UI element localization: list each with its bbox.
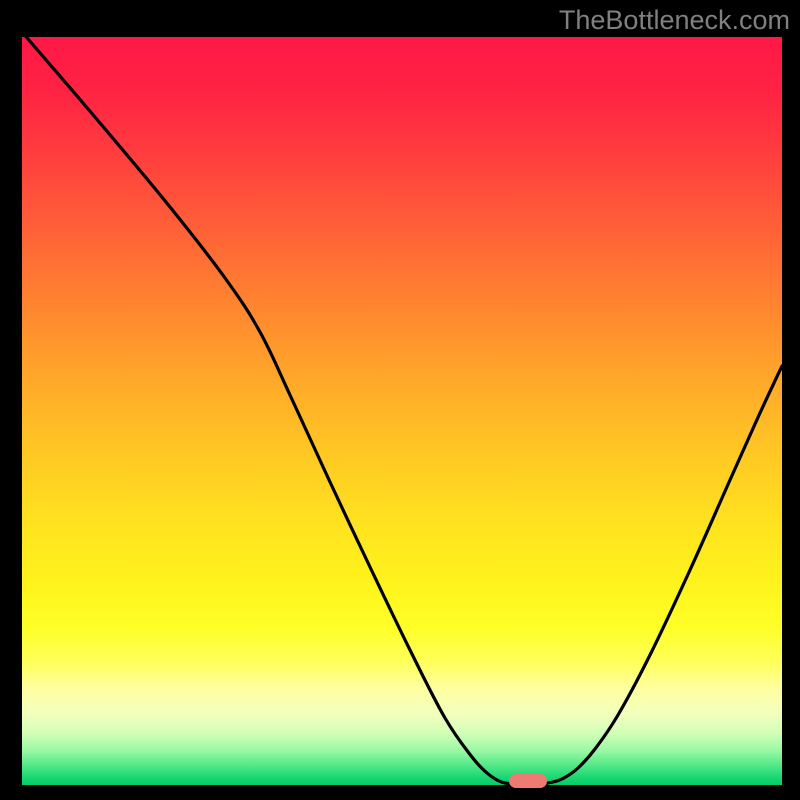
optimal-marker — [509, 774, 547, 788]
bottleneck-chart — [0, 0, 800, 800]
gradient-background — [22, 37, 782, 785]
watermark-text: TheBottleneck.com — [559, 5, 790, 36]
